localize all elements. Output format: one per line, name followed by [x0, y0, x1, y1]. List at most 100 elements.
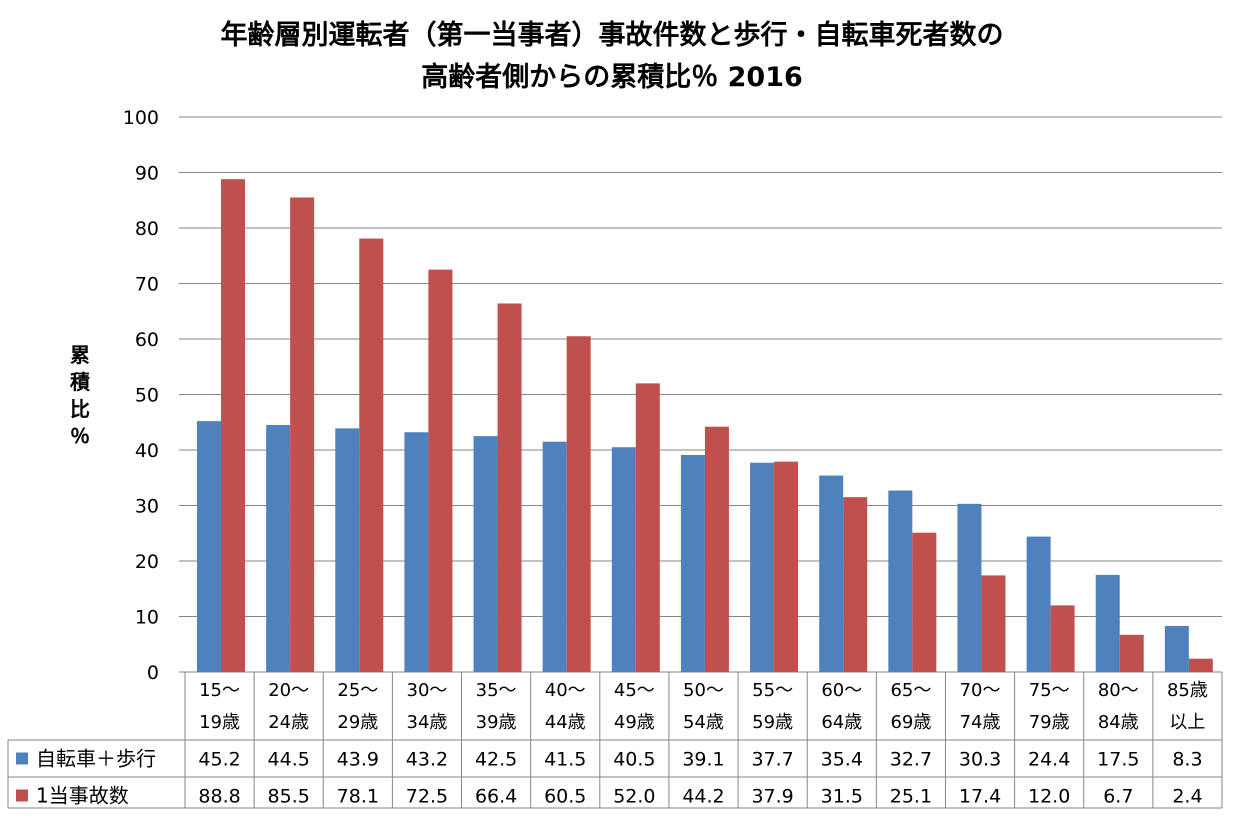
data-label: 78.1	[337, 786, 379, 808]
bar-bicycle-pedestrian	[1026, 536, 1051, 672]
data-label: 37.9	[751, 786, 793, 808]
bar-first-party-accidents	[843, 497, 868, 672]
bar-first-party-accidents	[497, 303, 522, 672]
x-tick-label: 20～	[268, 680, 309, 701]
bar-bicycle-pedestrian	[542, 441, 567, 672]
data-label: 42.5	[475, 749, 517, 771]
data-label: 25.1	[890, 786, 932, 808]
bar-first-party-accidents	[635, 383, 660, 672]
bar-bicycle-pedestrian	[1164, 625, 1189, 672]
y-tick-label: 60	[135, 329, 159, 351]
data-label: 37.7	[751, 749, 793, 771]
x-tick-label: 74歳	[960, 712, 1001, 733]
x-tick-label: 54歳	[683, 712, 724, 733]
bar-first-party-accidents	[566, 336, 591, 672]
data-label: 31.5	[821, 786, 863, 808]
bar-bicycle-pedestrian	[611, 447, 636, 672]
data-label: 60.5	[544, 786, 586, 808]
y-tick-label: 80	[135, 218, 159, 240]
y-axis-label-char: ％	[70, 424, 90, 448]
bar-bicycle-pedestrian	[750, 462, 775, 672]
bar-first-party-accidents	[981, 575, 1006, 672]
x-tick-label: 60～	[821, 680, 862, 701]
x-tick-label: 75～	[1029, 680, 1070, 701]
legend-series-name: 1当事故数	[36, 784, 129, 808]
data-label: 35.4	[821, 749, 863, 771]
bars	[197, 179, 1213, 673]
x-tick-label: 80～	[1098, 680, 1139, 701]
y-axis-label: 累積比 ％	[70, 343, 91, 448]
bar-bicycle-pedestrian	[957, 503, 982, 672]
data-label: 88.8	[198, 786, 240, 808]
x-tick-label: 34歳	[407, 712, 448, 733]
y-tick-label: 50	[135, 385, 159, 407]
x-tick-label: 25～	[337, 680, 378, 701]
data-label: 8.3	[1172, 749, 1202, 771]
data-label: 43.2	[406, 749, 448, 771]
x-tick-label: 30～	[407, 680, 448, 701]
bar-first-party-accidents	[428, 269, 453, 672]
data-label: 85.5	[268, 786, 310, 808]
x-tick-label: 65～	[890, 680, 931, 701]
y-tick-label: 70	[135, 274, 159, 296]
legend-swatch	[16, 752, 28, 765]
bar-first-party-accidents	[704, 426, 729, 672]
x-tick-label: 79歳	[1029, 712, 1070, 733]
bar-first-party-accidents	[912, 532, 937, 672]
bar-bicycle-pedestrian	[819, 475, 844, 672]
bar-bicycle-pedestrian	[680, 454, 705, 672]
data-label: 2.4	[1172, 786, 1202, 808]
data-label: 41.5	[544, 749, 586, 771]
legend-series-name: 自転車＋歩行	[36, 747, 156, 771]
bar-first-party-accidents	[774, 461, 799, 672]
data-label: 44.2	[682, 786, 724, 808]
data-label: 43.9	[337, 749, 379, 771]
data-table: 15～ 19歳 20～ 24歳 25～ 29歳 30～ 34歳 35～ 39歳 40～ 44歳 45～ 4…	[7, 672, 1223, 809]
data-label: 17.4	[959, 786, 1001, 808]
data-label: 72.5	[406, 786, 448, 808]
bar-bicycle-pedestrian	[888, 490, 913, 672]
x-tick-label: 15～	[199, 680, 240, 701]
x-tick-label: 44歳	[545, 712, 586, 733]
bar-bicycle-pedestrian	[266, 425, 291, 672]
bar-bicycle-pedestrian	[1095, 574, 1120, 672]
y-tick-label: 30	[135, 496, 159, 518]
data-label: 12.0	[1028, 786, 1070, 808]
x-tick-label: 19歳	[199, 712, 240, 733]
data-label: 40.5	[613, 749, 655, 771]
x-tick-label: 70～	[960, 680, 1001, 701]
bar-first-party-accidents	[359, 238, 384, 673]
x-tick-label: 50～	[683, 680, 724, 701]
data-label: 6.7	[1103, 786, 1133, 808]
y-axis-label-char: 積	[70, 370, 91, 394]
x-tick-label: 64歳	[821, 712, 862, 733]
bar-first-party-accidents	[1050, 605, 1075, 672]
y-tick-label: 90	[135, 163, 159, 185]
data-label: 17.5	[1097, 749, 1139, 771]
y-tick-label: 20	[135, 551, 159, 573]
data-label: 66.4	[475, 786, 517, 808]
x-tick-label: 45～	[614, 680, 655, 701]
legend-swatch	[16, 789, 28, 802]
x-tick-label: 85歳	[1167, 680, 1208, 701]
x-tick-label: 59歳	[752, 712, 793, 733]
y-tick-label: 0	[147, 662, 159, 684]
x-tick-label: 以上	[1169, 712, 1205, 733]
y-tick-label: 100	[123, 107, 159, 129]
x-tick-label: 69歳	[890, 712, 931, 733]
x-tick-label: 55～	[752, 680, 793, 701]
bar-bicycle-pedestrian	[197, 421, 221, 672]
data-label: 24.4	[1028, 749, 1070, 771]
bar-bicycle-pedestrian	[335, 428, 360, 672]
y-axis-label-char: 比	[70, 397, 90, 421]
x-tick-label: 40～	[545, 680, 586, 701]
x-tick-label: 29歳	[337, 712, 378, 733]
y-tick-label: 10	[135, 607, 159, 629]
data-label: 32.7	[890, 749, 932, 771]
x-tick-label: 35～	[476, 680, 517, 701]
y-axis-label-char: 累	[70, 343, 90, 367]
x-tick-label: 84歳	[1098, 712, 1139, 733]
bar-bicycle-pedestrian	[473, 436, 498, 672]
data-label: 52.0	[613, 786, 655, 808]
data-label: 44.5	[268, 749, 310, 771]
